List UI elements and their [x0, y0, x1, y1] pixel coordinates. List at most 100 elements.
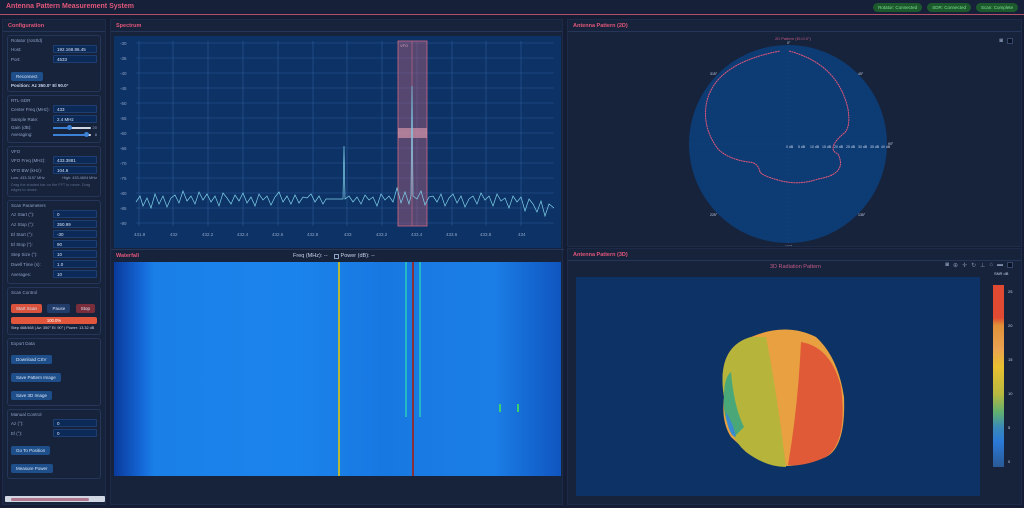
svg-text:30 dB: 30 dB: [858, 145, 868, 149]
scan-status-badge: Scan: Complete: [975, 3, 1018, 12]
svg-text:433.2: 433.2: [376, 232, 388, 237]
manual-az-input[interactable]: 0: [53, 419, 97, 427]
signal-trace-433: [338, 262, 340, 476]
averaging-slider[interactable]: [53, 131, 91, 137]
pattern-3d-panel: Antenna Pattern (3D) 3D Radiation Patter…: [567, 248, 1022, 505]
plotly-logo-icon[interactable]: [1007, 38, 1013, 44]
az-start-label: Az Start (°):: [11, 211, 35, 217]
orbit-rotation-icon[interactable]: ↻: [971, 263, 977, 269]
svg-text:434: 434: [518, 232, 526, 237]
step-size-input[interactable]: 10: [53, 250, 97, 258]
svg-text:-50: -50: [120, 101, 127, 106]
zoom-icon[interactable]: ⊕: [953, 263, 959, 269]
sample-rate-label: Sample Rate:: [11, 116, 39, 122]
start-scan-button[interactable]: Start Scan: [11, 304, 43, 313]
scan-control-legend: Scan Control: [11, 290, 38, 295]
sdr-section: RTL-SDR Center Freq (MHz): 433 Sample Rat…: [7, 95, 101, 143]
averages-input[interactable]: 10: [53, 270, 97, 278]
top-bar: Antenna Pattern Measurement System Rotat…: [0, 0, 1024, 15]
dwell-time-input[interactable]: 1.0: [53, 260, 97, 268]
rotator-status-badge: Rotator: Connected: [873, 3, 923, 12]
svg-text:-80: -80: [120, 191, 127, 196]
manual-legend: Manual Control: [11, 412, 42, 417]
horizontal-scrollbar[interactable]: [5, 496, 105, 502]
vfo-low: Low: 433.3157 MHz: [11, 176, 45, 180]
el-start-input[interactable]: -30: [53, 230, 97, 238]
reconnect-button[interactable]: Reconnect: [11, 72, 43, 81]
el-stop-input[interactable]: 90: [53, 240, 97, 248]
vfo-freq-label: VFO Freq (MHz):: [11, 157, 46, 163]
spectrum-plot[interactable]: -30 -35 -40 -45 -50 -55 -60 -65 -70 -75 -80 -85 -9…: [114, 36, 561, 248]
step-size-label: Step Size (°):: [11, 251, 38, 257]
svg-text:-55: -55: [120, 116, 127, 121]
svg-text:20 dB: 20 dB: [834, 145, 844, 149]
svg-text:433.4: 433.4: [411, 232, 423, 237]
svg-text:225°: 225°: [710, 213, 718, 217]
vfo-section: VFO VFO Freq (MHz): 433.3881 VFO BW (kHz)…: [7, 146, 101, 197]
svg-text:-60: -60: [120, 131, 127, 136]
waterfall-plot[interactable]: [114, 262, 561, 476]
camera-icon[interactable]: ◙: [945, 262, 950, 268]
last-save-icon[interactable]: ▬: [997, 262, 1003, 268]
manual-el-label: El (°):: [11, 430, 23, 436]
el-stop-label: El Stop (°):: [11, 241, 33, 247]
svg-text:90°: 90°: [888, 142, 894, 146]
turntable-rotation-icon[interactable]: ⊥: [980, 263, 986, 269]
vfo-hint: Drag the shaded bar on the FFT to move. …: [11, 183, 91, 192]
rotator-position: Position: Az 350.0° El 90.0°: [11, 83, 69, 88]
go-to-position-button[interactable]: Go To Position: [11, 446, 51, 455]
app-title: Antenna Pattern Measurement System: [6, 3, 134, 10]
svg-text:-45: -45: [120, 86, 127, 91]
host-input[interactable]: 192.168.86.45: [53, 45, 97, 53]
colorbar-title: SNR dB: [994, 271, 1009, 276]
save-3d-image-button[interactable]: Save 3D Image: [11, 391, 53, 400]
az-stop-input[interactable]: 350.99: [53, 220, 97, 228]
rotator-section: Rotator (rotctld) Host: 192.168.86.45 Por…: [7, 35, 101, 92]
vfo-freq-input[interactable]: 433.3881: [53, 156, 97, 164]
averaging-label: Averaging:: [11, 132, 33, 137]
download-csv-button[interactable]: Download CSV: [11, 355, 52, 364]
svg-text:15 dB: 15 dB: [822, 145, 832, 149]
plotly-logo-icon[interactable]: [1007, 262, 1013, 268]
svg-text:432: 432: [170, 232, 178, 237]
manual-az-label: Az (°):: [11, 420, 24, 426]
svg-text:0 dB: 0 dB: [786, 145, 794, 149]
pan-icon[interactable]: ✛: [962, 263, 968, 269]
pause-button[interactable]: Pause: [47, 304, 71, 313]
reset-camera-icon[interactable]: ⌂: [989, 262, 993, 268]
gain-slider[interactable]: [53, 124, 91, 130]
port-input[interactable]: 4533: [53, 55, 97, 63]
pattern-trace: [705, 50, 850, 184]
svg-text:-65: -65: [120, 146, 127, 151]
measure-power-button[interactable]: Measure Power: [11, 464, 53, 473]
vfo-high: High: 433.4604 MHz: [62, 176, 97, 180]
pattern-2d-panel: Antenna Pattern (2D) ◙ 2D Pattern (El=0.…: [567, 19, 1022, 247]
colorbar: [993, 285, 1004, 467]
center-freq-input[interactable]: 433: [53, 105, 97, 113]
status-badges: Rotator: Connected SDR: Connected Scan: …: [873, 3, 1018, 12]
svg-text:432.8: 432.8: [307, 232, 319, 237]
stop-button[interactable]: Stop: [75, 304, 95, 313]
spectrum-chart: -30 -35 -40 -45 -50 -55 -60 -65 -70 -75 -80 -85 -9…: [120, 40, 555, 237]
el-start-label: El Start (°):: [11, 231, 34, 237]
vfo-bw-input[interactable]: 104.6: [53, 166, 97, 174]
manual-el-input[interactable]: 0: [53, 429, 97, 437]
power-checkbox[interactable]: [333, 253, 339, 259]
svg-text:45°: 45°: [858, 72, 864, 76]
gain-label: Gain (dB):: [11, 125, 32, 130]
sdr-legend: RTL-SDR: [11, 98, 31, 103]
svg-text:-70: -70: [120, 161, 127, 166]
waterfall-readout: Freq (MHz): -- Power (dB): --: [293, 253, 375, 259]
camera-icon[interactable]: ◙: [999, 38, 1003, 44]
save-pattern-image-button[interactable]: Save Pattern Image: [11, 373, 61, 382]
averages-label: Averages:: [11, 271, 32, 277]
svg-text:433.6: 433.6: [446, 232, 458, 237]
sample-rate-select[interactable]: 2.4 MHz: [53, 115, 97, 123]
pattern-3d-scene[interactable]: [576, 277, 980, 496]
az-start-input[interactable]: 0: [53, 210, 97, 218]
polar-plot[interactable]: 2D Pattern (El=0.0°) 0° 45° 90° 135° 180° 2…: [688, 34, 898, 246]
svg-text:180°: 180°: [785, 245, 793, 246]
pattern-3d-plot-title: 3D Radiation Pattern: [769, 264, 822, 270]
pattern-3d-modebar: ◙ ⊕ ✛ ↻ ⊥ ⌂ ▬: [945, 262, 1013, 269]
svg-text:2D Pattern (El=0.0°): 2D Pattern (El=0.0°): [775, 36, 812, 41]
